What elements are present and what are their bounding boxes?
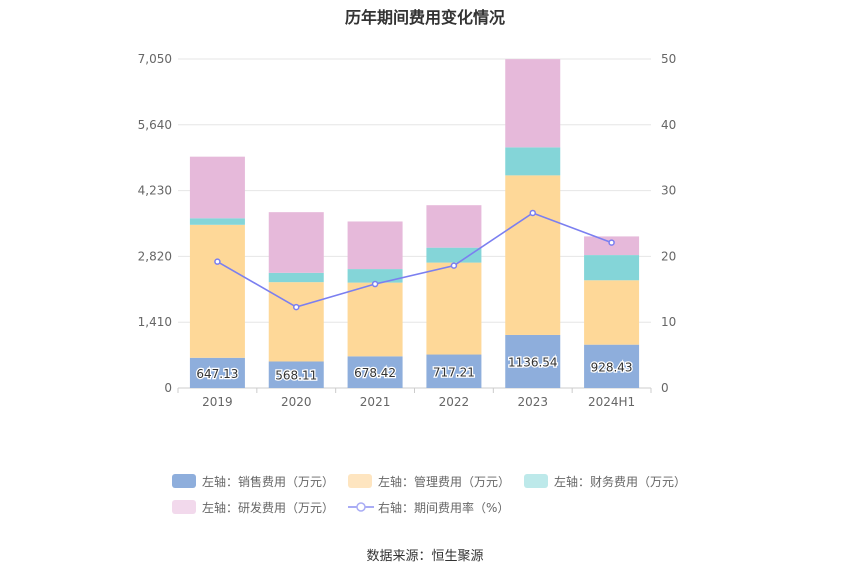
x-axis-tick-label: 2024H1 bbox=[588, 395, 635, 409]
x-axis-tick-label: 2019 bbox=[202, 395, 233, 409]
right-axis-tick-label: 30 bbox=[661, 184, 676, 198]
legend-item-rnd[interactable]: 左轴：研发费用（万元） bbox=[172, 499, 334, 516]
bar-segment-finance bbox=[584, 255, 640, 281]
legend-label-rate: 右轴：期间费用率（%） bbox=[378, 500, 510, 515]
right-axis-tick-label: 40 bbox=[661, 118, 676, 132]
right-axis-tick-label: 10 bbox=[661, 315, 676, 329]
rate-point bbox=[529, 209, 536, 217]
bar-segment-rnd bbox=[268, 212, 324, 273]
left-axis-tick-label: 2,820 bbox=[138, 249, 172, 263]
bar-segment-admin bbox=[505, 175, 561, 335]
sales-data-label: 678.42 bbox=[354, 366, 396, 380]
left-axis-tick-label: 1,410 bbox=[138, 315, 172, 329]
right-axis-tick-label: 20 bbox=[661, 249, 676, 263]
x-axis-tick-label: 2023 bbox=[517, 395, 548, 409]
bar-segment-admin bbox=[347, 282, 403, 357]
chart-plot: 0 1,410 2,820 4,230 5,640 7,050 0 10 20 30 40 50 201… bbox=[138, 52, 677, 409]
left-axis-tick-label: 7,050 bbox=[138, 52, 172, 66]
bar-segment-admin bbox=[426, 262, 482, 355]
bar-segment-sales bbox=[347, 356, 403, 388]
legend-item-rate[interactable]: 右轴：期间费用率（%） bbox=[348, 499, 509, 516]
bar-segment-sales bbox=[584, 344, 640, 388]
chart-title: 历年期间费用变化情况 bbox=[344, 8, 505, 27]
legend-label-rnd: 左轴：研发费用（万元） bbox=[202, 500, 335, 515]
legend-item-sales[interactable]: 左轴：销售费用（万元） bbox=[172, 473, 334, 490]
left-axis-tick-label: 0 bbox=[164, 381, 172, 395]
bar-segment-rnd bbox=[505, 59, 561, 148]
legend-item-finance[interactable]: 左轴：财务费用（万元） bbox=[524, 473, 686, 490]
rate-point bbox=[450, 262, 458, 269]
x-axis-tick-label: 2021 bbox=[360, 395, 391, 409]
legend-label-sales: 左轴：销售费用（万元） bbox=[202, 474, 335, 489]
bar-segment-rnd bbox=[426, 205, 482, 248]
legend-swatch-admin bbox=[348, 474, 373, 488]
legend-swatch-rnd bbox=[172, 500, 196, 514]
right-axis-tick-label: 50 bbox=[661, 52, 676, 66]
sales-data-label: 1136.54 bbox=[508, 355, 558, 369]
bar-segment-admin bbox=[189, 224, 245, 358]
sales-data-label: 647.13 bbox=[196, 367, 238, 381]
bar-segment-sales bbox=[189, 357, 245, 388]
rate-point bbox=[608, 239, 615, 246]
left-axis-tick-label: 4,230 bbox=[138, 184, 172, 198]
source-note: 数据来源：恒生聚源 bbox=[366, 549, 484, 564]
rate-line bbox=[217, 212, 612, 308]
rate-point bbox=[214, 258, 221, 265]
rate-point bbox=[293, 303, 300, 311]
sales-data-label: 717.21 bbox=[433, 365, 475, 379]
bar-segment-admin bbox=[584, 280, 640, 345]
sales-data-label: 568.11 bbox=[275, 369, 317, 383]
legend-label-admin: 左轴：管理费用（万元） bbox=[378, 474, 511, 489]
legend-label-finance: 左轴：财务费用（万元） bbox=[554, 474, 687, 489]
bar-segment-finance bbox=[268, 272, 324, 283]
sales-data-label: 928.43 bbox=[591, 360, 633, 374]
bar-segment-sales bbox=[268, 361, 324, 388]
bar-segment-finance bbox=[347, 269, 403, 283]
legend-swatch-sales bbox=[172, 474, 196, 488]
bar-segment-rnd bbox=[347, 221, 403, 270]
bar-segment-sales bbox=[426, 354, 482, 388]
bar-segment-finance bbox=[505, 147, 561, 176]
left-axis-tick-label: 5,640 bbox=[138, 118, 172, 132]
right-axis-tick-label: 0 bbox=[661, 381, 669, 395]
bar-segment-rnd bbox=[189, 156, 245, 219]
bar-segment-finance bbox=[426, 247, 482, 263]
x-axis-tick-label: 2020 bbox=[281, 395, 312, 409]
rate-point bbox=[371, 280, 379, 288]
legend-item-admin[interactable]: 左轴：管理费用（万元） bbox=[348, 473, 510, 490]
x-axis-tick-label: 2022 bbox=[439, 395, 470, 409]
bar-segment-sales bbox=[505, 334, 561, 388]
chart-legend: 左轴：销售费用（万元） 左轴：管理费用（万元） 左轴：财务费用（万元） 左轴：研… bbox=[172, 468, 692, 520]
legend-swatch-rate bbox=[348, 502, 375, 512]
legend-swatch-finance bbox=[524, 474, 549, 488]
bar-segment-finance bbox=[189, 218, 245, 225]
bar-segment-admin bbox=[268, 282, 324, 362]
